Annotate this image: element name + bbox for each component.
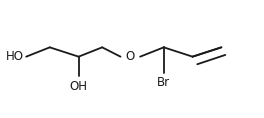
Text: HO: HO — [6, 50, 23, 63]
Text: Br: Br — [157, 76, 170, 89]
Text: OH: OH — [70, 80, 88, 93]
Text: O: O — [126, 50, 135, 63]
